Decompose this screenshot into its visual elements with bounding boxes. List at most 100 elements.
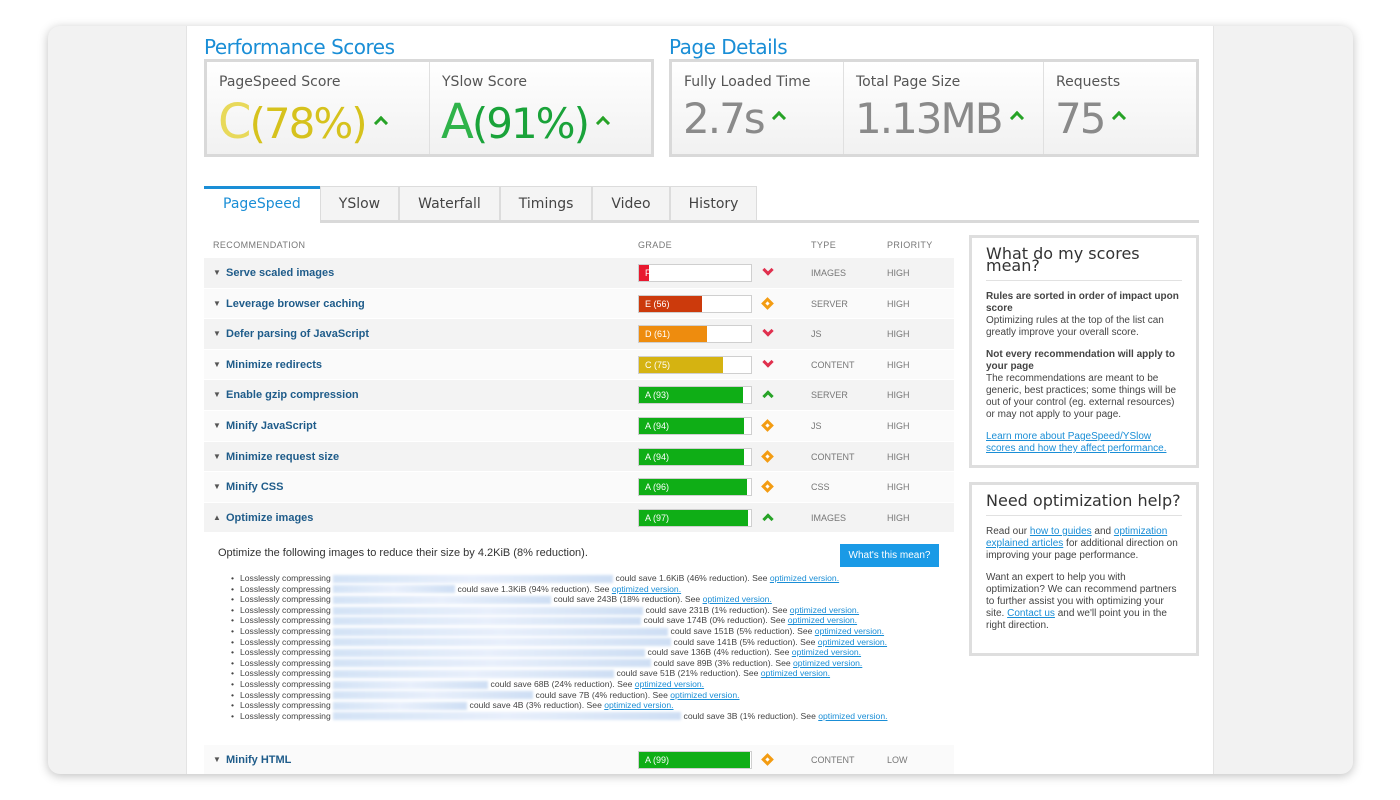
recommendations-table: RECOMMENDATION GRADE TYPE PRIORITY ▼ Serv… xyxy=(204,234,954,534)
redacted-url xyxy=(333,617,642,626)
detail-item-prefix: Losslessly compressing xyxy=(240,573,334,583)
table-row[interactable]: ▼ Serve scaled images F (9) IMAGES HIGH xyxy=(204,258,954,289)
recommendation-name[interactable]: Minimize request size xyxy=(226,450,340,463)
expand-caret-icon[interactable]: ▼ xyxy=(213,420,221,430)
optimized-version-link[interactable]: optimized version. xyxy=(769,573,840,583)
expand-caret-icon[interactable]: ▼ xyxy=(213,390,221,400)
table-row[interactable]: ▼ Enable gzip compression A (93) SERVER HIGH xyxy=(204,380,954,411)
table-header: RECOMMENDATION GRADE TYPE PRIORITY xyxy=(204,234,954,258)
recommendation-priority: HIGH xyxy=(887,298,910,309)
optimized-version-link[interactable]: optimized version. xyxy=(791,647,862,658)
optimized-version-link[interactable]: optimized version. xyxy=(814,625,885,636)
optimized-version-link[interactable]: optimized version. xyxy=(818,710,888,721)
yslow-score-value: A(91%) xyxy=(441,94,611,150)
detail-item-saving: could save 7B (4% reduction). See xyxy=(533,689,671,700)
recommendation-type: SERVER xyxy=(811,298,848,309)
optimized-version-link[interactable]: optimized version. xyxy=(702,594,772,605)
detail-item-saving: could save 243B (18% reduction). See xyxy=(551,594,703,605)
table-row[interactable]: ▼ Minimize redirects C (75) CONTENT HIGH xyxy=(204,349,954,381)
trend-up-icon xyxy=(762,390,774,403)
redacted-url xyxy=(333,574,614,583)
recommendation-name[interactable]: Minimize redirects xyxy=(226,358,322,371)
table-row[interactable]: ▼ Leverage browser caching E (56) SERVER HIG… xyxy=(204,288,954,320)
expand-caret-icon[interactable]: ▼ xyxy=(213,268,221,277)
tab-yslow[interactable]: YSlow xyxy=(319,186,400,220)
pagespeed-grade: C xyxy=(218,94,251,150)
yslow-percent: (91%) xyxy=(471,99,590,148)
detail-item-saving: could save 231B (1% reduction). See xyxy=(643,604,790,615)
expand-caret-icon[interactable]: ▼ xyxy=(213,451,221,461)
expand-caret-icon[interactable]: ▼ xyxy=(213,359,221,369)
scores-panel-para1: Rules are sorted in order of impact upon… xyxy=(986,291,1182,339)
report-tabs: PageSpeed YSlow Waterfall Timings Video … xyxy=(204,186,1199,223)
expand-caret-icon[interactable]: ▼ xyxy=(213,298,221,308)
optimized-version-link[interactable]: optimized version. xyxy=(760,668,831,679)
table-row[interactable]: ▲ Optimize images A (97) IMAGES HIGH xyxy=(204,502,954,534)
tab-timings[interactable]: Timings xyxy=(499,186,593,220)
optimized-version-link[interactable]: optimized version. xyxy=(787,615,858,626)
expand-caret-icon[interactable]: ▼ xyxy=(213,755,221,764)
detail-item-saving: could save 89B (3% reduction). See xyxy=(651,657,794,668)
recommendation-name[interactable]: Leverage browser caching xyxy=(226,297,365,310)
detail-item-prefix: Losslessly compressing xyxy=(240,710,334,721)
tab-pagespeed[interactable]: PageSpeed xyxy=(204,186,320,223)
table-row[interactable]: ▼ Minify HTML A (99) CONTENT LOW xyxy=(204,745,954,774)
optimized-version-link[interactable]: optimized version. xyxy=(793,657,863,668)
grade-fill: A (94) xyxy=(639,448,745,465)
optimized-version-link[interactable]: optimized version. xyxy=(611,583,682,594)
requests: Requests 75 xyxy=(1044,62,1196,154)
optimized-version-link[interactable]: optimized version. xyxy=(817,636,888,647)
expand-caret-icon[interactable]: ▲ xyxy=(213,512,221,522)
expand-caret-icon[interactable]: ▼ xyxy=(213,329,221,339)
recommendation-name[interactable]: Minify CSS xyxy=(226,481,284,494)
recommendation-type: JS xyxy=(811,329,822,340)
recommendation-priority: HIGH xyxy=(887,512,910,523)
detail-intro: Optimize the following images to reduce … xyxy=(218,547,588,559)
report-content: Performance Scores PageSpeed Score C(78%… xyxy=(186,26,1214,774)
requests-label: Requests xyxy=(1056,74,1121,90)
recommendation-name[interactable]: Serve scaled images xyxy=(226,267,335,279)
table-row[interactable]: ▼ Minify JavaScript A (94) JS HIGH xyxy=(204,410,954,442)
contact-us-link[interactable]: Contact us xyxy=(1007,608,1055,619)
optimization-articles-link[interactable]: optimization explained articles xyxy=(986,526,1168,549)
help-text: Read our xyxy=(986,526,1030,537)
help-text: and xyxy=(1091,526,1114,537)
detail-list-item: Losslessly compressing could save 151B (… xyxy=(231,625,888,637)
table-row[interactable]: ▼ Minimize request size A (94) CONTENT HIGH xyxy=(204,441,954,473)
recommendation-name[interactable]: Defer parsing of JavaScript xyxy=(226,328,370,341)
recommendation-name[interactable]: Minify HTML xyxy=(226,754,292,766)
pagespeed-score-label: PageSpeed Score xyxy=(219,74,341,90)
page-details-title: Page Details xyxy=(669,35,788,59)
optimized-version-link[interactable]: optimized version. xyxy=(604,700,674,711)
grade-fill: F (9) xyxy=(639,265,664,281)
table-row[interactable]: ▼ Defer parsing of JavaScript D (61) JS HIGH xyxy=(204,319,954,350)
expand-caret-icon[interactable]: ▼ xyxy=(213,482,221,492)
optimized-version-link[interactable]: optimized version. xyxy=(789,604,860,615)
optimized-version-link[interactable]: optimized version. xyxy=(670,689,740,700)
tab-history[interactable]: History xyxy=(669,186,758,220)
redacted-url xyxy=(333,680,489,689)
optimize-images-detail: Optimize the following images to reduce … xyxy=(204,534,954,742)
detail-list-item: Losslessly compressing could save 1.6KiB… xyxy=(231,573,888,584)
table-row[interactable]: ▼ Minify CSS A (96) CSS HIGH xyxy=(204,472,954,503)
detail-item-prefix: Losslessly compressing xyxy=(240,647,334,658)
performance-scores-title: Performance Scores xyxy=(204,35,395,59)
total-page-size: Total Page Size 1.13MB xyxy=(844,62,1044,154)
whats-this-mean-button[interactable]: What's this mean? xyxy=(840,544,939,567)
how-to-guides-link[interactable]: how to guides xyxy=(1029,526,1092,537)
recommendation-name[interactable]: Enable gzip compression xyxy=(226,389,359,402)
learn-more-link[interactable]: Learn more about PageSpeed/YSlow scores … xyxy=(986,431,1167,454)
scores-panel-text1: Optimizing rules at the top of the list … xyxy=(986,315,1164,338)
total-page-size-value-wrap: 1.13MB xyxy=(855,94,1024,143)
redacted-url xyxy=(333,585,456,594)
tab-waterfall[interactable]: Waterfall xyxy=(399,186,500,220)
recommendation-name[interactable]: Optimize images xyxy=(226,511,314,524)
optimized-version-link[interactable]: optimized version. xyxy=(634,678,705,689)
detail-list-item: Losslessly compressing could save 243B (… xyxy=(231,594,888,605)
detail-list-item: Losslessly compressing could save 174B (… xyxy=(231,615,888,626)
detail-list-item: Losslessly compressing could save 136B (… xyxy=(231,647,888,658)
tab-video[interactable]: Video xyxy=(592,186,670,220)
pagespeed-score: PageSpeed Score C(78%) xyxy=(207,62,430,154)
detail-item-prefix: Losslessly compressing xyxy=(240,636,334,647)
recommendation-name[interactable]: Minify JavaScript xyxy=(226,419,317,432)
